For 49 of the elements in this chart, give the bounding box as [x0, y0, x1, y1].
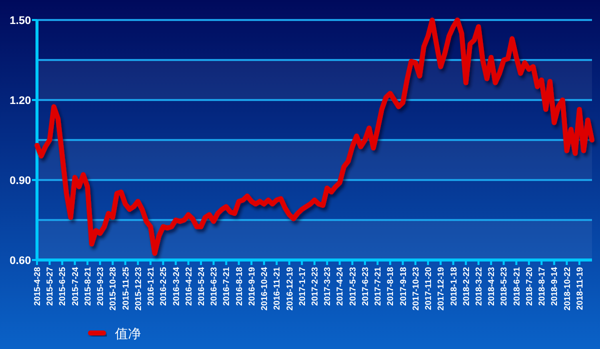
x-tick-label: 2018-2-22: [460, 266, 471, 306]
x-tick-label: 2015-6-25: [57, 266, 68, 306]
x-tick-label: 2015-12-23: [132, 266, 143, 310]
x-tick-label: 2016-1-21: [146, 266, 156, 306]
x-tick-label: 2018-8-17: [536, 266, 547, 306]
x-tick-label: 2017-12-19: [436, 266, 446, 310]
x-tick-label: 2018-5-23: [498, 266, 509, 306]
x-tick-label: 2016-10-24: [259, 266, 270, 310]
x-tick-label: 2017-4-24: [334, 266, 345, 306]
x-tick-label: 2015-10-28: [108, 266, 118, 310]
y-tick-label: 0.60: [10, 255, 31, 267]
x-tick-label: 2015-5-27: [44, 266, 55, 306]
x-tick-label: 2016-3-24: [170, 266, 181, 306]
x-tick-label: 2018-10-22: [562, 266, 572, 310]
x-tick-label: 2018-1-18: [448, 266, 458, 306]
x-tick-label: 2017-6-23: [360, 266, 370, 306]
x-tick-label: 2016-2-25: [158, 266, 168, 306]
x-tick-label: 2017-9-18: [398, 266, 408, 306]
x-tick-label: 2017-5-23: [347, 266, 358, 306]
x-tick-label: 2017-11-20: [423, 266, 434, 310]
x-tick-label: 2017-1-17: [296, 266, 307, 306]
x-tick-label: 2018-9-14: [549, 266, 560, 306]
x-tick-label: 2016-7-21: [221, 266, 232, 306]
x-tick-label: 2016-6-23: [208, 266, 219, 306]
x-tick-label: 2016-12-19: [284, 266, 294, 310]
x-tick-label: 2015-8-21: [82, 266, 92, 306]
x-tick-label: 2016-4-22: [183, 266, 194, 306]
legend-label: 值净: [115, 326, 141, 341]
x-tick-label: 2015-4-28: [32, 266, 42, 306]
x-tick-label: 2016-11-21: [272, 266, 282, 310]
x-tick-label: 2017-7-21: [372, 266, 383, 306]
x-tick-label: 2018-4-23: [486, 266, 496, 306]
y-tick-label: 0.90: [10, 175, 31, 187]
x-tick-label: 2017-3-23: [322, 266, 332, 306]
x-tick-label: 2018-7-20: [524, 266, 534, 306]
x-tick-label: 2016-8-18: [234, 266, 244, 306]
x-tick-label: 2015-11-25: [120, 266, 130, 310]
x-tick-label: 2018-11-19: [574, 266, 584, 310]
x-tick-label: 2017-10-23: [410, 266, 420, 310]
x-tick-label: 2018-3-22: [473, 266, 484, 306]
x-tick-label: 2018-6-21: [511, 266, 522, 306]
y-tick-label: 1.20: [10, 95, 31, 107]
x-tick-label: 2017-2-23: [310, 266, 320, 306]
x-tick-label: 2016-9-19: [246, 266, 256, 306]
y-tick-label: 1.50: [10, 15, 31, 27]
x-tick-label: 2015-7-24: [70, 266, 80, 306]
x-tick-label: 2015-9-23: [95, 266, 106, 306]
x-tick-label: 2016-5-24: [196, 266, 206, 306]
x-tick-label: 2017-8-18: [385, 266, 396, 306]
